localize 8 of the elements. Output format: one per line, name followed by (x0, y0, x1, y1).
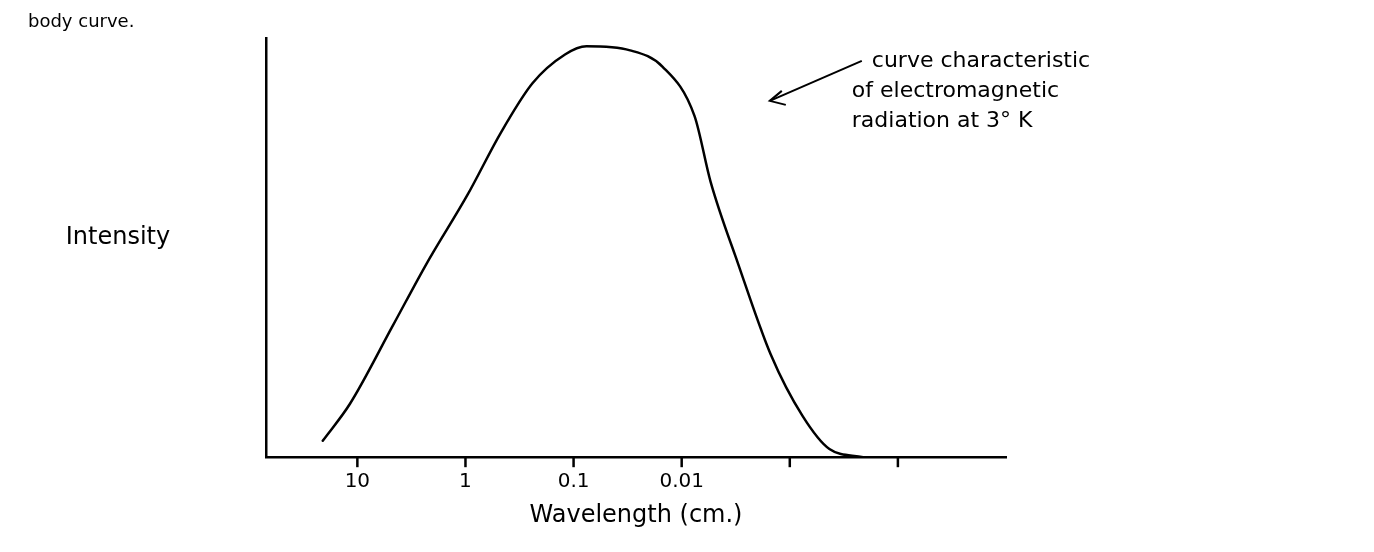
x-axis-title: Wavelength (cm.) (529, 499, 743, 528)
x-tick-label: 0.01 (659, 468, 704, 493)
x-tick-label: 0.1 (557, 468, 590, 493)
y-axis-title: Intensity (65, 221, 171, 250)
x-tick-label: 10 (344, 468, 371, 493)
x-tick-label: 1 (459, 468, 472, 493)
text: body curve. (28, 9, 135, 31)
annotation: curve characteristic of electromagnetic radiation at 3° K (851, 46, 1091, 132)
